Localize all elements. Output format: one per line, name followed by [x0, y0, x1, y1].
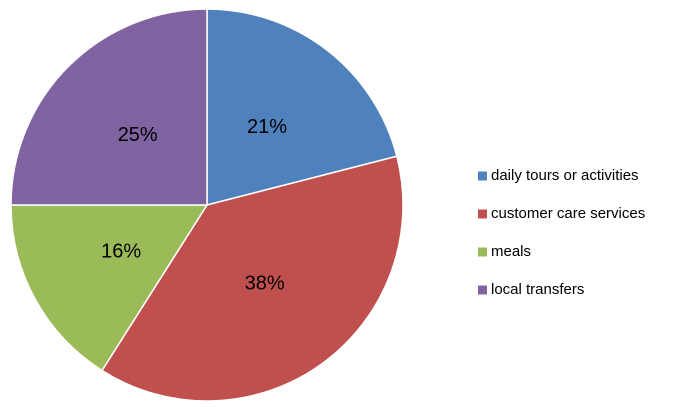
slice-label: 25% [118, 124, 158, 146]
legend-label: meals [491, 243, 531, 260]
legend-label: local transfers [491, 281, 584, 298]
slice-label: 16% [101, 240, 141, 262]
legend-swatch [478, 285, 487, 295]
legend-swatch [478, 171, 487, 181]
pie-slice [206, 8, 398, 206]
legend-swatch [478, 209, 487, 219]
pie-slice [100, 155, 404, 402]
legend-label: daily tours or activities [491, 167, 639, 184]
legend-swatch [478, 247, 487, 257]
legend-label: customer care services [491, 205, 645, 222]
pie-slice [10, 8, 208, 206]
pie-slice [10, 204, 209, 372]
slice-label: 38% [245, 273, 285, 295]
slice-label: 21% [247, 116, 287, 138]
